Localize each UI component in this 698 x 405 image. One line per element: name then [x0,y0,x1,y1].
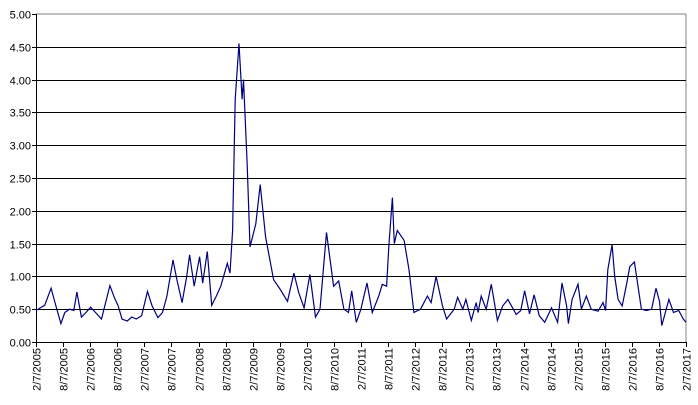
gridlines [36,13,687,342]
x-tick-label: 8/7/2012 [438,348,450,391]
x-tick-label: 2/7/2012 [411,348,423,391]
x-tick-label: 8/7/2007 [167,348,179,391]
x-tick-label: 8/7/2011 [384,348,396,390]
y-tick-label: 1.50 [10,240,31,252]
x-tick-label: 2/7/2009 [249,348,261,391]
y-tick-label: 3.50 [10,108,31,120]
y-tick-label: 5.00 [10,10,31,22]
x-tick-label: 2/7/2005 [32,348,44,391]
x-axis: 2/7/2005 8/7/2005 2/7/2006 8/7/2006 2/7/2007… [32,342,694,391]
x-tick-label: 8/7/2005 [59,348,71,391]
x-tick-label: 8/7/2013 [492,348,504,391]
x-tick-label: 2/7/2007 [140,348,152,391]
x-tick-label: 8/7/2008 [222,348,234,391]
x-tick-label: 2/7/2014 [520,348,532,391]
x-tick-label: 8/7/2009 [276,348,288,391]
x-tick-label: 2/7/2006 [86,348,98,391]
y-tick-label: 2.00 [10,207,31,219]
x-tick-label: 8/7/2010 [330,348,342,391]
x-tick-label: 2/7/2017 [682,348,694,391]
y-tick-label: 0.50 [10,305,31,317]
x-tick-label: 8/7/2016 [655,348,667,391]
y-tick-label: 4.00 [10,76,31,88]
x-tick-label: 8/7/2015 [601,348,613,391]
y-tick-label: 1.00 [10,272,31,284]
x-tick-label: 2/7/2016 [628,348,640,391]
y-tick-label: 0.00 [10,338,31,350]
series-line [35,43,687,326]
y-tick-label: 4.50 [10,43,31,55]
x-tick-label: 2/7/2013 [465,348,477,391]
x-tick-label: 8/7/2006 [113,348,125,391]
x-tick-label: 2/7/2008 [195,348,207,391]
x-tick-label: 2/7/2011 [357,348,369,390]
x-tick-label: 8/7/2014 [547,348,559,391]
y-axis: 0.00 0.50 1.00 1.50 2.00 2.50 3.00 3.50 4.00 4.50… [10,10,37,350]
y-tick-label: 2.50 [10,174,31,186]
y-tick-label: 3.00 [10,141,31,153]
x-tick-label: 2/7/2010 [303,348,315,391]
x-tick-label: 2/7/2015 [574,348,586,391]
